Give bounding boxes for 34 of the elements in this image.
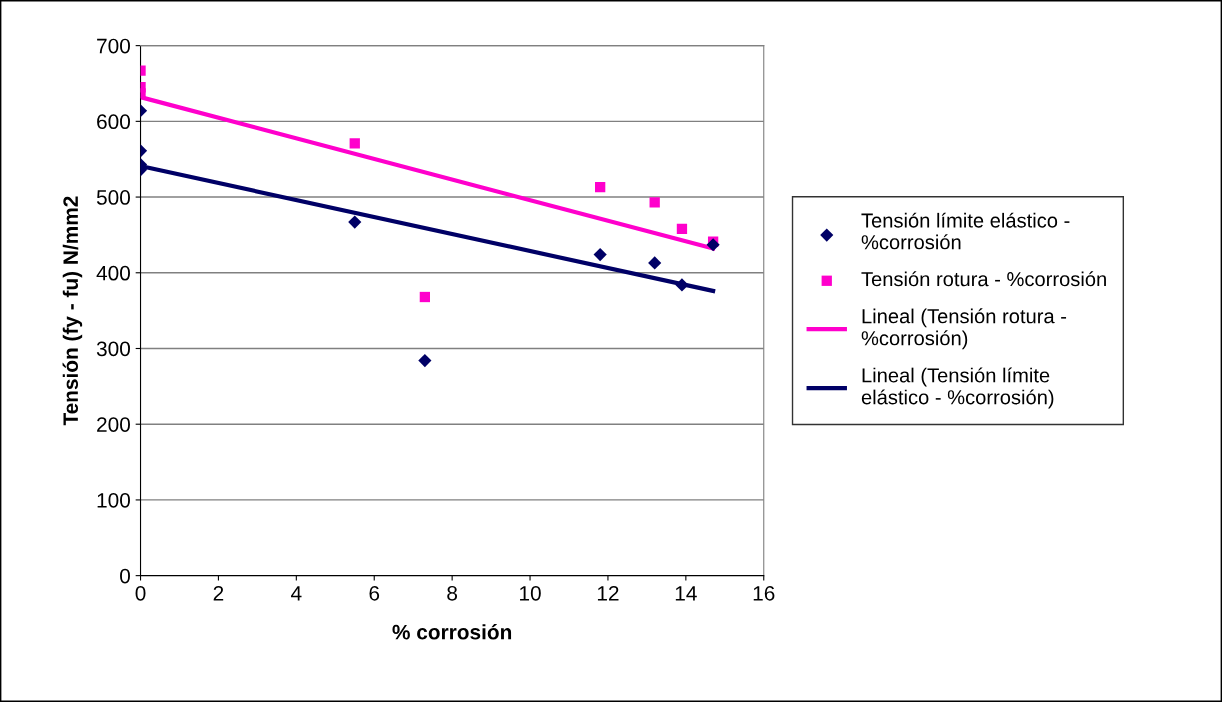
x-tick-label: 14 — [675, 586, 697, 601]
y-tick-label: 300 — [96, 341, 130, 357]
point — [348, 215, 362, 229]
y-tick-label: 200 — [97, 417, 130, 432]
point — [418, 354, 432, 368]
point — [593, 248, 607, 262]
x-tick-label: 4 — [291, 586, 302, 601]
point — [595, 182, 606, 193]
x-tick-label: 0 — [135, 585, 146, 601]
legend-label: Lineal (Tensión rotura - %corrosión) — [861, 308, 1067, 350]
legend-label: Tensión rotura - %corrosión — [861, 271, 1106, 287]
point — [419, 291, 431, 303]
x-tick-label: 12 — [597, 585, 619, 601]
legend-label: Lineal (Tensión límite elástico - %corrosión) — [861, 367, 1054, 409]
y-axis-title: Tensión (fy - fu) N/mm2 — [62, 196, 83, 426]
x-tick-label: 6 — [369, 585, 380, 601]
point — [648, 256, 662, 270]
point — [675, 278, 689, 292]
y-tick-label: 500 — [96, 190, 130, 205]
y-tick-label: 700 — [97, 38, 130, 54]
point — [649, 197, 660, 208]
x-tick-label: 16 — [753, 585, 775, 601]
point — [349, 138, 360, 149]
point — [706, 238, 720, 252]
x-tick-label: 2 — [213, 585, 224, 601]
x-tick-label: 8 — [447, 585, 458, 601]
legend-label: Tensión límite elástico - %corrosión — [861, 212, 1070, 250]
y-tick-label: 100 — [97, 492, 130, 508]
x-tick-label: 10 — [520, 585, 541, 601]
y-tick-label: 400 — [96, 265, 130, 281]
point — [676, 223, 688, 235]
x-axis-title: % corrosión — [392, 624, 512, 640]
y-tick-label: 600 — [97, 114, 130, 130]
y-tick-label: 0 — [120, 568, 130, 584]
